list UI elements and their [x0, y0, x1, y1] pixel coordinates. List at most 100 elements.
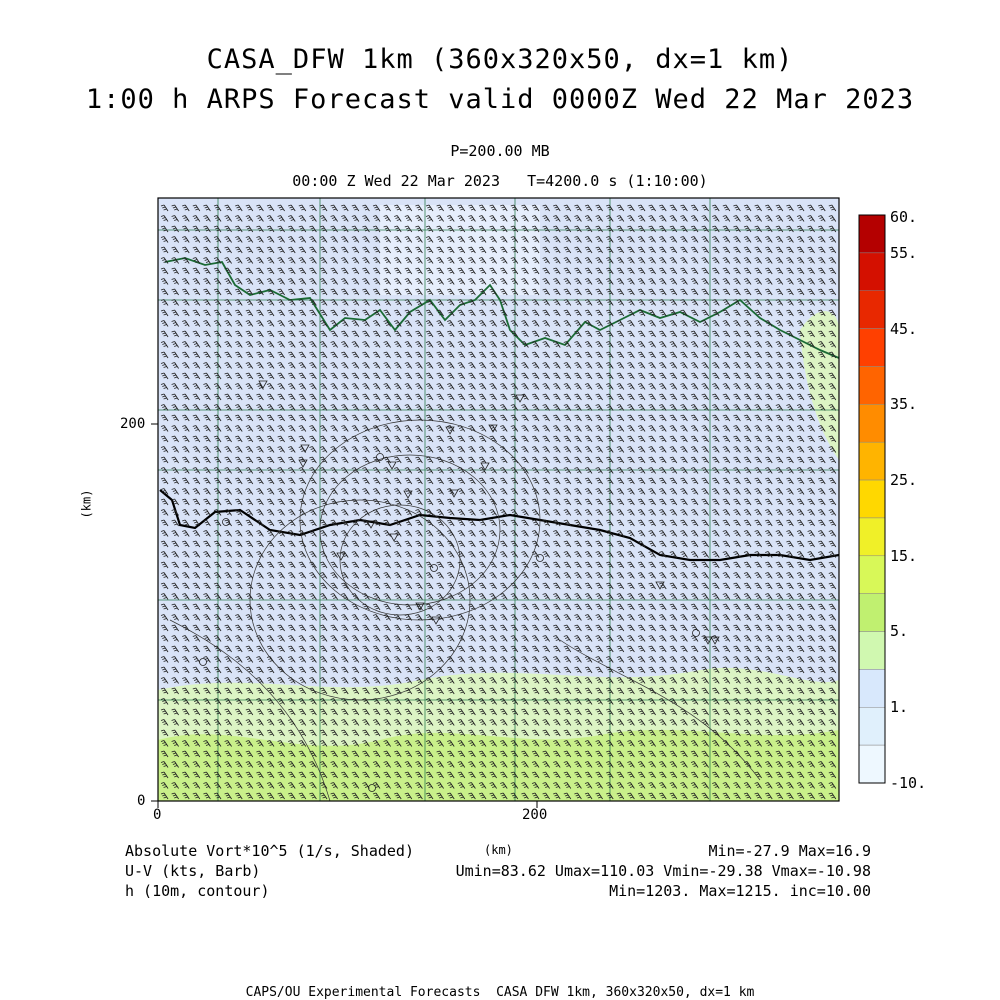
wind-barb — [521, 635, 529, 642]
wind-barb — [457, 656, 466, 663]
wind-barb — [309, 267, 317, 275]
wind-barb — [553, 215, 561, 222]
wind-barb — [669, 677, 678, 684]
wind-barb — [309, 288, 317, 296]
wind-barb — [786, 750, 794, 758]
wind-barb — [521, 362, 529, 369]
wind-barb — [648, 645, 656, 653]
wind-barb — [468, 498, 476, 506]
wind-barb — [807, 404, 815, 411]
wind-barb — [436, 729, 444, 737]
wind-barb — [500, 645, 508, 653]
wind-barb — [489, 509, 497, 516]
wind-barb — [574, 330, 582, 338]
wind-barb — [235, 792, 243, 800]
wind-barb — [818, 225, 826, 233]
wind-barb — [182, 656, 190, 663]
wind-barb — [648, 435, 656, 443]
wind-barb — [404, 698, 413, 705]
wind-barb — [765, 593, 773, 600]
wind-barb — [775, 236, 784, 243]
wind-barb — [489, 635, 497, 642]
wind-barb — [224, 582, 232, 590]
wind-barb — [224, 698, 232, 705]
wind-barb — [383, 698, 391, 705]
axis-ticks — [151, 423, 538, 808]
wind-barb — [341, 467, 349, 474]
wind-barb — [648, 288, 656, 296]
wind-barb — [733, 341, 741, 348]
wind-barb — [330, 288, 338, 296]
station-markers — [199, 380, 720, 792]
wind-barb — [712, 530, 720, 537]
wind-barb — [203, 677, 211, 684]
wind-barb — [394, 393, 402, 401]
wind-barb — [669, 624, 678, 632]
wind-barb — [330, 498, 338, 506]
wind-barb — [701, 446, 709, 453]
wind-barb — [457, 446, 466, 453]
wind-barb — [224, 792, 232, 800]
wind-barb — [213, 330, 222, 338]
wind-barb — [468, 603, 476, 611]
wind-barb — [701, 729, 709, 737]
wind-barb — [457, 288, 466, 296]
wind-barb — [362, 341, 370, 348]
wind-barb — [542, 498, 550, 506]
wind-barb — [574, 656, 582, 663]
wind-barb — [510, 540, 519, 548]
wind-barb — [341, 677, 349, 684]
wind-barb — [743, 740, 752, 747]
wind-barb — [786, 278, 794, 285]
wind-barb — [224, 225, 232, 233]
wind-barb — [245, 719, 254, 726]
wind-barb — [489, 561, 497, 569]
wind-barb — [319, 687, 328, 695]
wind-barb — [309, 519, 317, 527]
wind-barb — [351, 614, 360, 621]
wind-barb — [256, 477, 264, 485]
wind-barb — [796, 246, 805, 254]
wind-barb — [807, 582, 815, 590]
wind-barb — [288, 435, 296, 443]
wind-barb — [182, 351, 190, 359]
wind-barb — [457, 750, 466, 758]
wind-barb — [245, 446, 254, 453]
wind-barb — [574, 351, 582, 359]
wind-barb — [637, 488, 646, 495]
wind-barb — [436, 687, 444, 695]
wind-barb — [743, 698, 752, 705]
wind-barb — [266, 782, 275, 789]
wind-barb — [754, 771, 762, 779]
wind-barb — [213, 551, 222, 558]
wind-barb — [447, 582, 455, 590]
wind-barb — [256, 425, 264, 432]
wind-barb — [203, 414, 211, 422]
wind-barb — [818, 687, 826, 695]
wind-barb — [743, 519, 752, 527]
wind-barb — [659, 204, 667, 212]
wind-barb — [500, 750, 508, 758]
wind-barb — [298, 719, 307, 726]
wind-barb — [192, 456, 201, 464]
wind-barb — [542, 540, 550, 548]
wind-barb — [447, 677, 455, 684]
wind-barb — [277, 624, 285, 632]
station-circle — [376, 453, 384, 461]
wind-barb — [404, 687, 413, 695]
wind-barb — [828, 750, 837, 758]
wind-barb — [277, 782, 285, 789]
wind-barb — [818, 404, 826, 411]
wind-barb — [553, 551, 561, 558]
wind-barb — [531, 467, 540, 474]
wind-barb — [807, 488, 815, 495]
wind-barb — [468, 561, 476, 569]
wind-barb — [818, 729, 826, 737]
wind-barb — [510, 341, 519, 348]
wind-barb — [160, 561, 169, 569]
wind-barb — [510, 372, 519, 380]
wind-barb — [690, 204, 699, 212]
wind-barb — [160, 309, 169, 317]
wind-barb — [160, 687, 169, 695]
wind-barb — [478, 309, 487, 317]
